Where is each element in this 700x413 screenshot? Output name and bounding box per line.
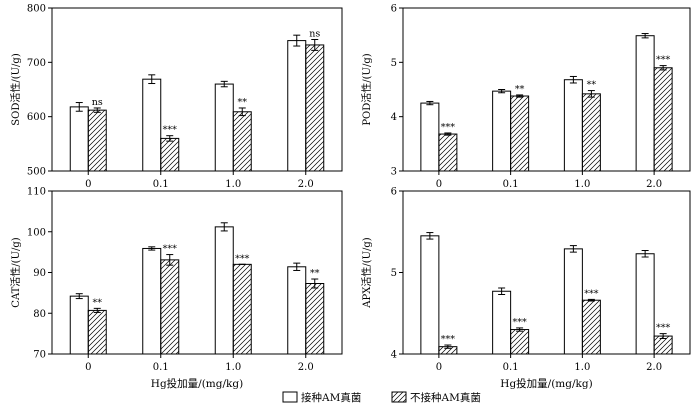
x-tick-label: 2.0 (646, 179, 662, 190)
y-tick-label: 80 (33, 309, 46, 320)
x-axis-label: Hg投加量/(mg/kg) (151, 377, 243, 390)
significance-label: *** (656, 323, 671, 334)
x-tick-label: 2.0 (298, 362, 314, 373)
bar-non-inoculated (510, 95, 530, 172)
significance-label: *** (163, 244, 178, 255)
y-tick-label: 110 (27, 187, 46, 198)
significance-label: *** (441, 122, 456, 133)
significance-label: ** (587, 80, 597, 91)
significance-label: ** (238, 97, 248, 108)
x-tick-label: 0.1 (153, 362, 169, 373)
significance-label: *** (441, 334, 456, 345)
legend-swatch-inoculated (282, 391, 298, 403)
bar-inoculated (214, 226, 234, 355)
y-tick-label: 4 (391, 112, 397, 123)
plot-frame (402, 7, 691, 172)
bar-non-inoculated (160, 259, 180, 355)
x-tick-label: 0.1 (503, 179, 519, 190)
plot-frame (51, 7, 343, 172)
significance-label: ** (515, 84, 525, 95)
legend-label-non-inoculated: 不接种AM真菌 (410, 391, 481, 404)
bar-inoculated (142, 78, 162, 172)
bar-inoculated (69, 106, 89, 172)
x-tick-label: 1.0 (225, 179, 241, 190)
y-axis-label: POD活性/(U/g) (360, 53, 373, 125)
bar-non-inoculated (581, 299, 601, 355)
bar-non-inoculated (305, 283, 325, 355)
y-tick-label: 3 (391, 167, 397, 178)
x-tick-label: 1.0 (574, 362, 590, 373)
significance-label: *** (513, 317, 528, 328)
legend-label-inoculated: 接种AM真菌 (301, 391, 361, 404)
significance-label: *** (656, 55, 671, 66)
x-tick-label: 0 (85, 362, 91, 373)
bar-non-inoculated (581, 93, 601, 172)
y-tick-label: 6 (391, 4, 397, 15)
bar-non-inoculated (305, 44, 325, 172)
bar-inoculated (635, 253, 655, 355)
significance-label: ns (92, 97, 103, 108)
bar-non-inoculated (232, 111, 252, 172)
y-axis-label: CAT活性/(U/g) (9, 237, 22, 307)
y-tick-label: 6 (391, 187, 397, 198)
x-tick-label: 0 (85, 179, 91, 190)
bar-inoculated (287, 266, 307, 355)
bar-non-inoculated (87, 109, 107, 172)
y-axis-label: APX活性/(U/g) (360, 237, 373, 309)
chart-apx: 4 5 6 APX活性/(U/g) 0 *** 0.1 *** 1.0 *** 2.0 *** Hg投加… (360, 187, 691, 390)
x-tick-label: 0 (436, 179, 442, 190)
bar-inoculated (142, 247, 162, 355)
bar-inoculated (420, 235, 440, 355)
y-tick-label: 700 (27, 58, 46, 69)
x-tick-label: 1.0 (574, 179, 590, 190)
x-tick-label: 2.0 (646, 362, 662, 373)
chart-pod: 3 4 5 6 POD活性/(U/g) 0 *** 0.1 ** 1.0 ** 2.0 *** (360, 4, 691, 190)
bar-inoculated (69, 295, 89, 355)
y-tick-label: 100 (27, 227, 46, 238)
significance-label: *** (163, 125, 178, 136)
bar-inoculated (287, 40, 307, 172)
chart-sod: 500 600 700 800 SOD活性/(U/g) 0 ns 0.1 *** 1.0 ** 2.0… (9, 4, 343, 190)
legend-swatch-non-inoculated (391, 391, 407, 403)
y-tick-label: 800 (27, 4, 46, 15)
significance-label: *** (235, 253, 250, 264)
bar-inoculated (492, 90, 512, 172)
bar-inoculated (563, 248, 583, 355)
x-tick-label: 0 (436, 362, 442, 373)
bar-inoculated (492, 290, 512, 355)
significance-label: *** (584, 288, 599, 299)
significance-label: ns (309, 29, 320, 40)
bar-non-inoculated (438, 133, 458, 172)
chart-cat: 70 80 90 100 110 CAT活性/(U/g) 0 ** 0.1 *** 1.0 *** 2.… (9, 187, 343, 390)
y-tick-label: 4 (391, 350, 397, 361)
y-tick-label: 500 (27, 167, 46, 178)
bar-non-inoculated (510, 329, 530, 355)
bar-inoculated (420, 102, 440, 172)
bar-non-inoculated (653, 67, 673, 172)
y-tick-label: 90 (33, 268, 46, 279)
x-tick-label: 2.0 (298, 179, 314, 190)
x-tick-label: 0.1 (503, 362, 519, 373)
x-tick-label: 0.1 (153, 179, 169, 190)
bar-inoculated (635, 35, 655, 172)
bar-non-inoculated (87, 309, 107, 355)
legend: 接种AM真菌 不接种AM真菌 (282, 391, 481, 404)
bar-inoculated (214, 83, 234, 172)
y-tick-label: 70 (33, 350, 46, 361)
y-tick-label: 5 (391, 268, 397, 279)
bar-non-inoculated (160, 137, 180, 172)
y-tick-label: 5 (391, 58, 397, 69)
x-tick-label: 1.0 (225, 362, 241, 373)
significance-label: ** (310, 268, 320, 279)
bar-inoculated (563, 79, 583, 172)
y-axis-label: SOD活性/(U/g) (9, 53, 22, 126)
significance-label: ** (93, 297, 103, 308)
y-tick-label: 600 (27, 112, 46, 123)
x-axis-label: Hg投加量/(mg/kg) (500, 377, 592, 390)
bar-non-inoculated (232, 263, 252, 355)
